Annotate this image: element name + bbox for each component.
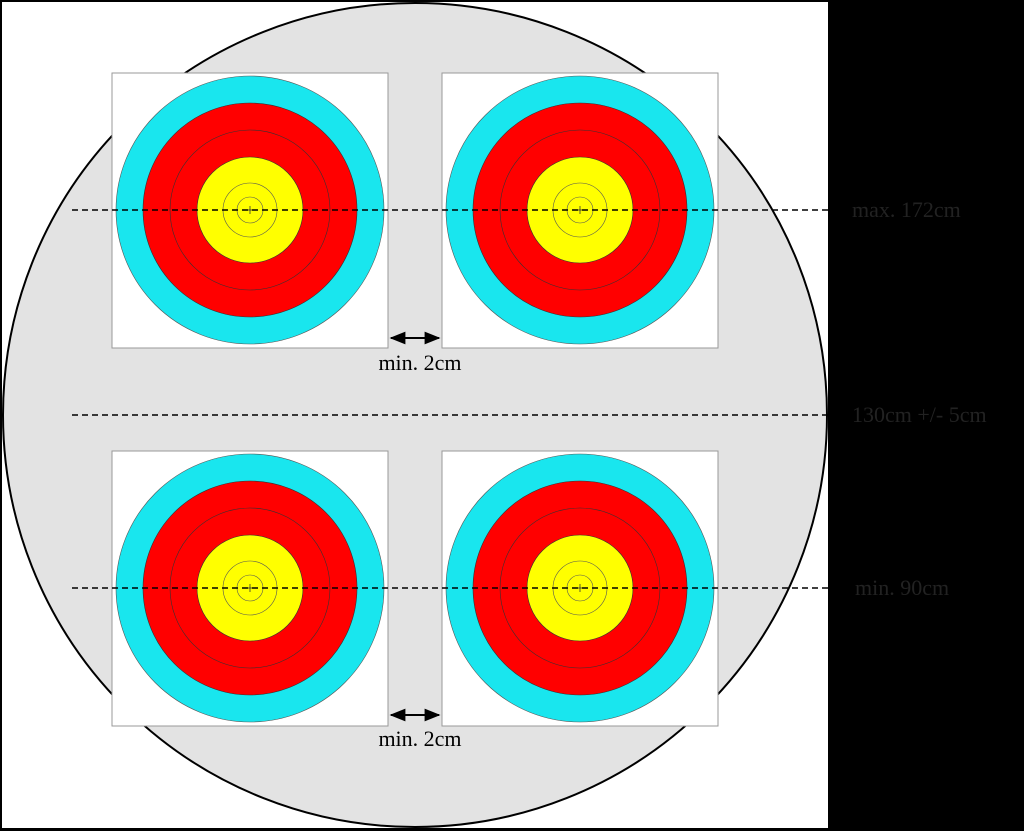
gap-label: min. 2cm bbox=[378, 350, 461, 375]
height-label: min. 90cm bbox=[855, 575, 949, 600]
height-label: max. 172cm bbox=[852, 197, 961, 222]
height-label: 130cm +/- 5cm bbox=[852, 402, 987, 427]
gap-label: min. 2cm bbox=[378, 726, 461, 751]
height-lines bbox=[72, 209, 828, 589]
